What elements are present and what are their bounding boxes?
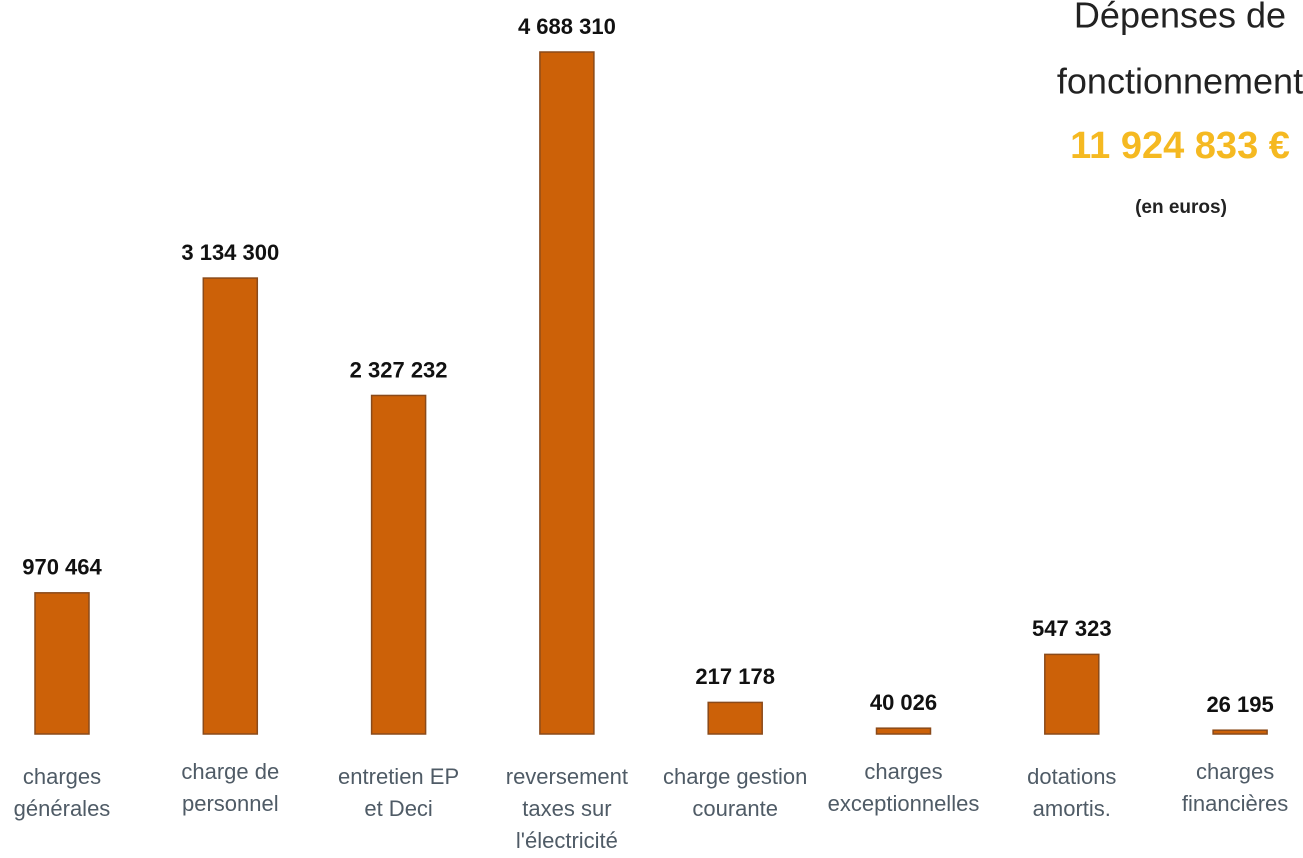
x-tick-label: entretien EP xyxy=(338,764,459,789)
x-tick-label: dotations xyxy=(1027,764,1116,789)
value-label: 217 178 xyxy=(695,664,775,689)
value-label: 2 327 232 xyxy=(350,357,448,382)
bar xyxy=(875,727,932,735)
value-label: 26 195 xyxy=(1206,692,1273,717)
bar xyxy=(539,51,595,735)
x-tick-label: générales xyxy=(14,796,111,821)
chart-title: fonctionnement xyxy=(1057,61,1303,102)
x-tick-label: courante xyxy=(692,796,778,821)
x-tick-label: et Deci xyxy=(364,796,432,821)
bar xyxy=(1212,729,1268,735)
x-tick-label: financières xyxy=(1182,791,1288,816)
value-label: 3 134 300 xyxy=(181,240,279,265)
bar xyxy=(370,394,427,735)
x-tick-label: charges xyxy=(23,764,101,789)
x-tick-label: reversement xyxy=(506,764,628,789)
x-tick-label: charge gestion xyxy=(663,764,807,789)
chart-subtitle: (en euros) xyxy=(1135,197,1227,218)
bar xyxy=(202,277,259,735)
x-tick-label: amortis. xyxy=(1033,796,1111,821)
value-label: 970 464 xyxy=(22,555,102,580)
x-tick-label: taxes sur xyxy=(522,796,611,821)
bar xyxy=(34,592,90,735)
x-tick-label: l'électricité xyxy=(516,828,618,853)
x-tick-label: charges xyxy=(1196,759,1274,784)
bar xyxy=(707,701,763,735)
x-tick-label: exceptionnelles xyxy=(828,791,980,816)
bar xyxy=(1044,653,1100,735)
chart-title: Dépenses de xyxy=(1074,0,1286,36)
value-label: 40 026 xyxy=(870,690,937,715)
x-tick-label: charges xyxy=(864,759,942,784)
chart-total: 11 924 833 € xyxy=(1070,125,1290,167)
value-label: 4 688 310 xyxy=(518,14,616,39)
value-label: 547 323 xyxy=(1032,616,1112,641)
x-tick-label: charge de xyxy=(181,759,279,784)
x-tick-label: personnel xyxy=(182,791,279,816)
